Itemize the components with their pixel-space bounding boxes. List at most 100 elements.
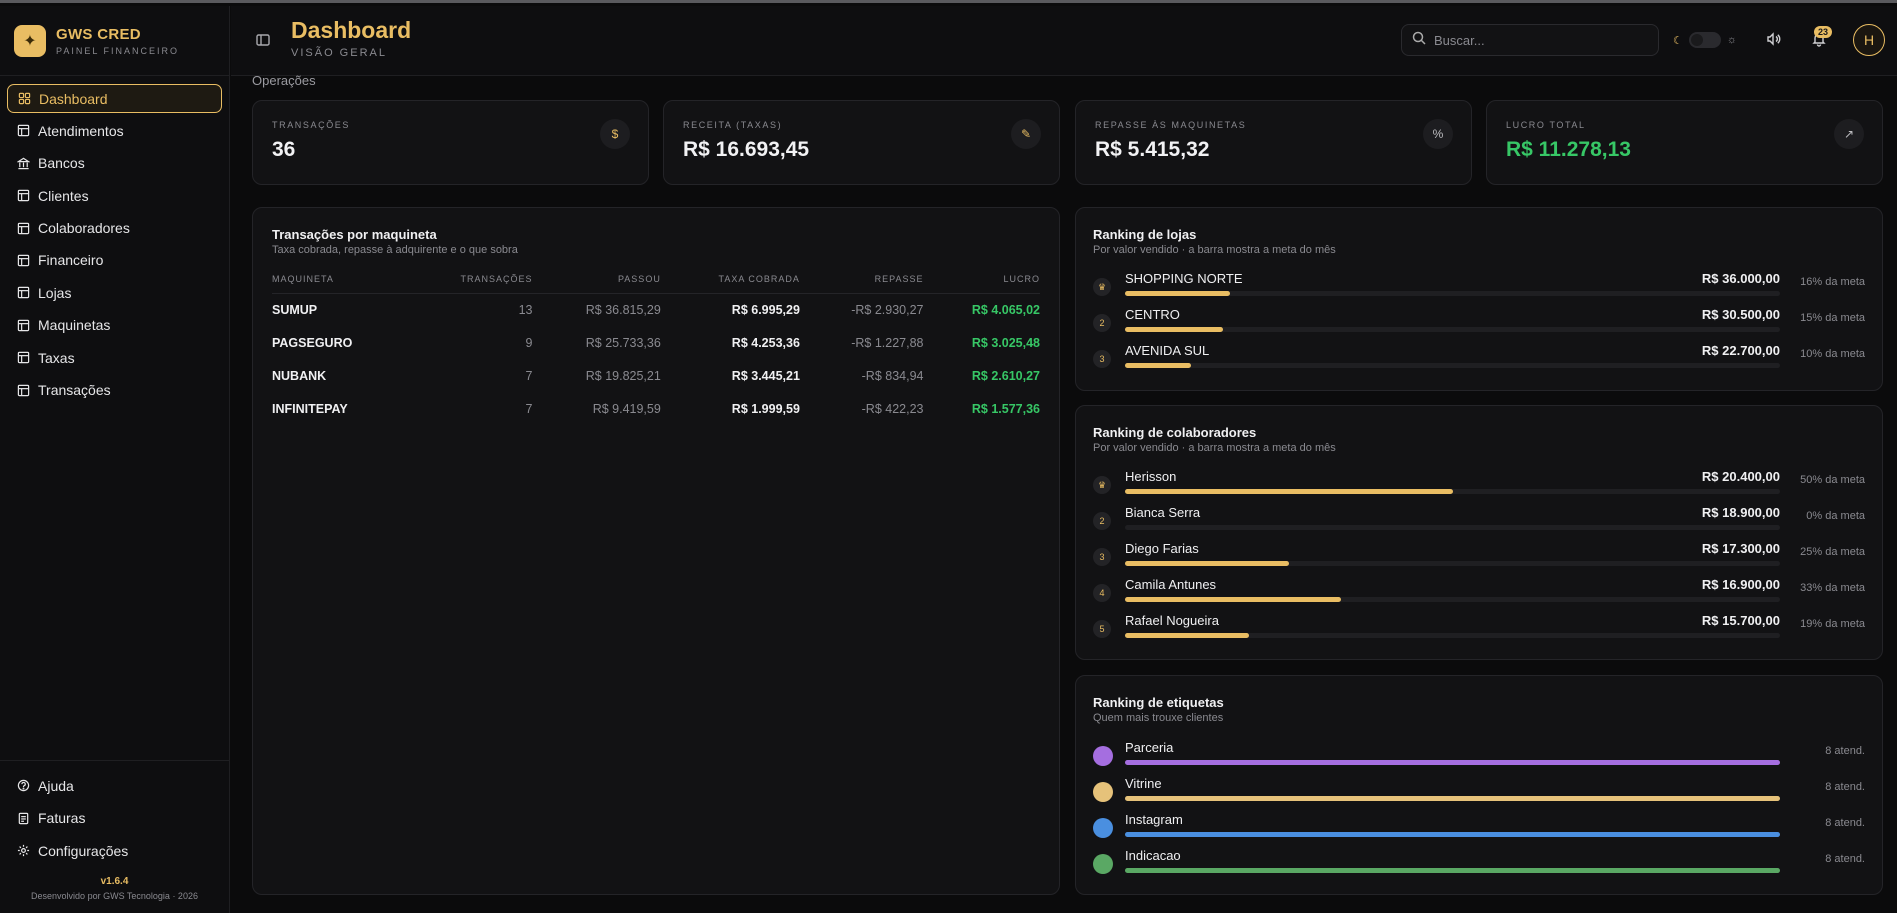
table-cell: 13 [518, 302, 533, 317]
progress-track [1125, 291, 1780, 296]
progress-fill [1125, 561, 1289, 566]
ranking-percent: 19% da meta [1800, 618, 1865, 630]
table-icon [16, 189, 30, 203]
table-cell: R$ 19.825,21 [585, 368, 661, 383]
progress-fill [1125, 489, 1453, 494]
ranking-row: 3 Diego Farias R$ 17.300,00 25% da meta [1093, 541, 1865, 571]
progress-track [1125, 561, 1780, 566]
percent-icon: % [1423, 119, 1453, 149]
table-icon [16, 351, 30, 365]
tag-count: 8 atend. [1825, 817, 1865, 829]
kpi-value: R$ 16.693,45 [683, 138, 810, 161]
stores-ranking-panel: Ranking de lojas Por valor vendido · a b… [1075, 207, 1883, 391]
column-header: MAQUINETA [272, 265, 410, 294]
ranking-value: R$ 22.700,00 [1701, 343, 1780, 358]
progress-fill [1125, 868, 1780, 873]
volume-icon[interactable] [1765, 31, 1781, 52]
app-version: v1.6.4 [100, 876, 129, 887]
sidebar-nav: Dashboard Atendimentos Bancos Clientes Colab… [0, 76, 229, 416]
table-row[interactable]: SUMUP 13 R$ 36.815,29 R$ 6.995,29 -R$ 2.930,… [272, 293, 1040, 326]
kpi-label: REPASSE ÀS MAQUINETAS [1095, 120, 1247, 130]
collaborators-title: Ranking de colaboradores [1093, 425, 1257, 440]
search-box[interactable] [1401, 24, 1659, 56]
kpi-value: 36 [272, 138, 296, 161]
table-cell: R$ 1.999,59 [731, 401, 800, 416]
stores-subtitle: Por valor vendido · a barra mostra a met… [1093, 244, 1336, 256]
ranking-row: ♛ Herisson R$ 20.400,00 50% da meta [1093, 469, 1865, 499]
gear-icon [16, 844, 30, 858]
sidebar-item-taxas[interactable]: Taxas [7, 343, 222, 372]
search-input[interactable] [1434, 32, 1654, 48]
sidebar-item-bancos[interactable]: Bancos [7, 149, 222, 178]
grid-icon [17, 92, 31, 106]
column-header: TRANSAÇÕES [409, 265, 533, 294]
tag-count: 8 atend. [1825, 745, 1865, 757]
sidebar-item-label: Bancos [38, 155, 85, 172]
ranking-value: R$ 30.500,00 [1701, 307, 1780, 322]
table-row[interactable]: INFINITEPAY 7 R$ 9.419,59 R$ 1.999,59 -R$ 42… [272, 392, 1040, 425]
trophy-icon: ♛ [1093, 278, 1111, 296]
sidebar-item-ajuda[interactable]: Ajuda [7, 771, 222, 800]
progress-track [1125, 868, 1780, 873]
sidebar-item-lojas[interactable]: Lojas [7, 278, 222, 307]
ranking-name: Camila Antunes [1125, 577, 1217, 592]
rank-number: 5 [1093, 620, 1111, 638]
sun-icon: ☼ [1726, 34, 1737, 46]
table-cell: INFINITEPAY [272, 401, 348, 416]
kpi-label: LUCRO TOTAL [1506, 120, 1586, 130]
table-row[interactable]: NUBANK 7 R$ 19.825,21 R$ 3.445,21 -R$ 834,94… [272, 359, 1040, 392]
table-cell: -R$ 2.930,27 [851, 302, 924, 317]
table-cell: 7 [525, 401, 533, 416]
kpi-value: R$ 5.415,32 [1095, 138, 1210, 161]
machines-table: MAQUINETA TRANSAÇÕES PASSOU TAXA COBRADA REP… [272, 265, 1040, 425]
brand[interactable]: ✦ GWS CRED PAINEL FINANCEIRO [0, 6, 229, 76]
hand-coins-icon: ✎ [1011, 119, 1041, 149]
tags-ranking-panel: Ranking de etiquetas Quem mais trouxe cl… [1075, 675, 1883, 895]
sidebar-item-label: Financeiro [38, 252, 104, 269]
tag-row: Parceria 8 atend. [1093, 740, 1865, 770]
sidebar-item-colaboradores[interactable]: Colaboradores [7, 214, 222, 243]
kpi-card-2: REPASSE ÀS MAQUINETAS R$ 5.415,32% [1075, 100, 1472, 185]
tag-color-dot [1093, 746, 1113, 766]
column-header: LUCRO [923, 265, 1040, 294]
progress-fill [1125, 633, 1250, 638]
sidebar-item-atendimentos[interactable]: Atendimentos [7, 116, 222, 145]
table-cell: -R$ 422,23 [861, 401, 924, 416]
machines-subtitle: Taxa cobrada, repasse à adquirente e o q… [272, 244, 518, 256]
table-cell: NUBANK [272, 368, 327, 383]
sidebar-item-transacoes[interactable]: Transações [7, 376, 222, 405]
column-header: PASSOU [532, 265, 661, 294]
ranking-percent: 33% da meta [1800, 582, 1865, 594]
progress-track [1125, 327, 1780, 332]
ranking-value: R$ 20.400,00 [1701, 469, 1780, 484]
sidebar-item-maquinetas[interactable]: Maquinetas [7, 311, 222, 340]
help-icon [16, 779, 30, 793]
table-cell: R$ 3.445,21 [731, 368, 800, 383]
theme-switch[interactable] [1688, 32, 1721, 48]
theme-toggle[interactable]: ☾ ☼ [1673, 32, 1737, 48]
sidebar-toggle-icon[interactable] [255, 32, 271, 53]
sidebar-item-faturas[interactable]: Faturas [7, 804, 222, 833]
page-subtitle: VISÃO GERAL [291, 47, 387, 59]
table-row[interactable]: PAGSEGURO 9 R$ 25.733,36 R$ 4.253,36 -R$ 1.2… [272, 326, 1040, 359]
table-cell: R$ 9.419,59 [592, 401, 661, 416]
sidebar-item-clientes[interactable]: Clientes [7, 181, 222, 210]
kpi-label: TRANSAÇÕES [272, 120, 351, 130]
table-icon [16, 253, 30, 267]
ranking-row: ♛ SHOPPING NORTE R$ 36.000,00 16% da meta [1093, 271, 1865, 301]
sidebar-item-dashboard[interactable]: Dashboard [7, 84, 222, 113]
ranking-name: Diego Farias [1125, 541, 1199, 556]
sidebar-item-label: Lojas [38, 284, 72, 301]
ranking-percent: 16% da meta [1800, 276, 1865, 288]
table-icon [16, 221, 30, 235]
progress-fill [1125, 832, 1780, 837]
moon-icon: ☾ [1673, 34, 1683, 47]
search-icon [1412, 31, 1426, 50]
sidebar-item-label: Taxas [38, 349, 75, 366]
sidebar-item-financeiro[interactable]: Financeiro [7, 246, 222, 275]
progress-fill [1125, 796, 1780, 801]
table-cell: PAGSEGURO [272, 335, 353, 350]
stores-title: Ranking de lojas [1093, 227, 1197, 242]
sidebar-item-configuracoes[interactable]: Configurações [7, 836, 222, 865]
avatar[interactable]: H [1853, 24, 1885, 56]
